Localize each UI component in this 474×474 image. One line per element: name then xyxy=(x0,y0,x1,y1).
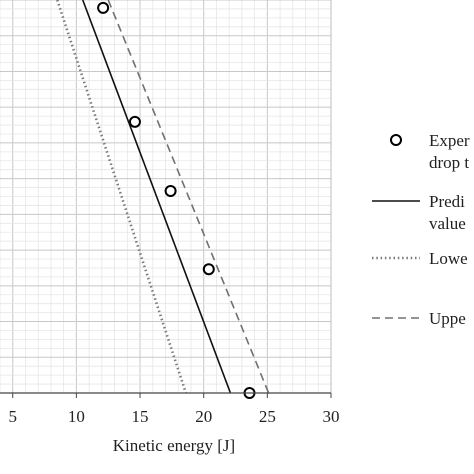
x-tick-label: 15 xyxy=(132,407,149,426)
series-line-dotted xyxy=(56,0,188,394)
x-tick-label: 25 xyxy=(259,407,276,426)
data-point-marker xyxy=(202,263,215,276)
x-axis-label: Kinetic energy [J] xyxy=(113,436,235,455)
x-tick-label: 30 xyxy=(323,407,340,426)
legend-label: Lowe xyxy=(429,249,468,268)
data-point-marker xyxy=(164,184,177,197)
plot-series xyxy=(56,0,270,399)
plot-grid xyxy=(0,0,332,394)
legend-label: drop t xyxy=(429,153,469,172)
series-line-dashed xyxy=(107,0,270,394)
legend-label: Exper xyxy=(429,131,470,150)
data-point-marker xyxy=(128,115,141,128)
legend-label: Uppe xyxy=(429,309,466,328)
x-axis: 5 10 15 20 25 30 xyxy=(0,392,340,426)
legend-label: Predi xyxy=(429,192,465,211)
x-tick-label: 20 xyxy=(195,407,212,426)
legend-label: value xyxy=(429,214,466,233)
x-tick-label: 10 xyxy=(68,407,85,426)
x-tick-label: 5 xyxy=(8,407,17,426)
legend-marker xyxy=(390,134,402,146)
legend: Exper drop t Predi value Lowe Uppe xyxy=(372,131,470,328)
data-point-marker xyxy=(97,1,110,14)
series-line-solid xyxy=(82,0,232,394)
